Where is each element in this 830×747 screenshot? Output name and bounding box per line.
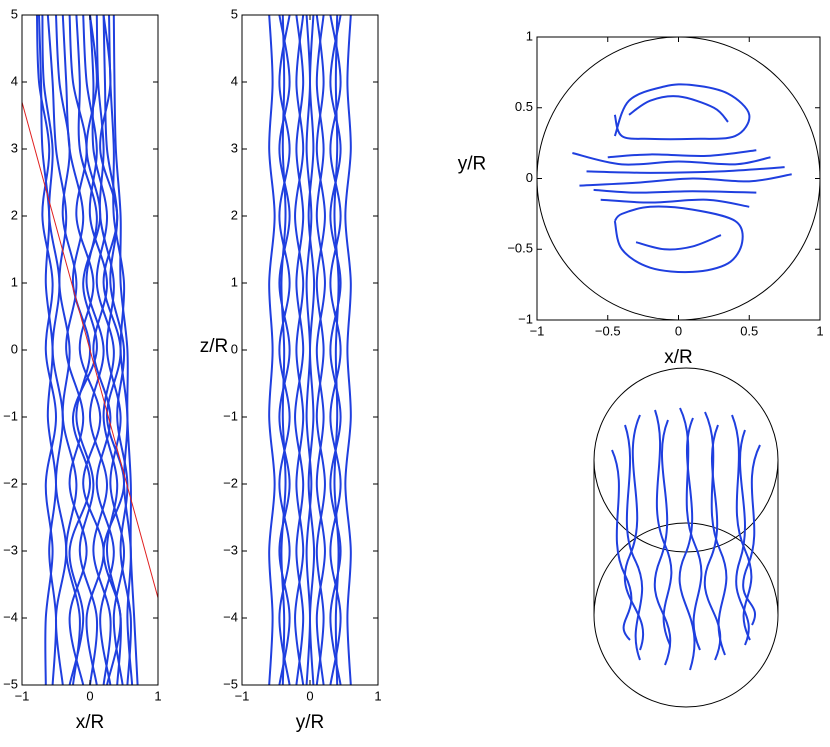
y-tick-label: 5 <box>11 6 18 21</box>
streamline <box>635 234 722 251</box>
streamline <box>75 15 112 685</box>
x-tick-label: 1 <box>154 688 161 703</box>
y-tick-label: 2 <box>11 207 18 222</box>
streamline <box>46 15 81 685</box>
streamline <box>99 15 126 685</box>
y-tick-label: −1 <box>518 311 533 326</box>
streamline <box>294 15 305 685</box>
streamline <box>280 15 287 685</box>
y-tick-label: −4 <box>223 609 238 624</box>
y-tick-label: 1 <box>11 274 18 289</box>
streamline <box>68 15 105 685</box>
y-tick-label: 0.5 <box>515 99 533 114</box>
streamline <box>653 419 672 666</box>
y-tick-label: 1 <box>231 274 238 289</box>
x-tick-label: 0 <box>675 323 682 338</box>
streamline <box>102 15 133 685</box>
streamline <box>329 15 342 685</box>
panel: −1 −0.5 0 0.5 1 −1 −0.5 0 0.5 1 x/R y/R <box>458 28 824 368</box>
streamline <box>623 414 645 651</box>
streamline <box>344 15 352 685</box>
streamline <box>82 15 115 685</box>
y-tick-label: 4 <box>11 73 18 88</box>
streamline <box>112 15 139 685</box>
y-tick-label: 0 <box>231 341 238 356</box>
streamline <box>703 424 722 661</box>
y-tick-label: −1 <box>3 408 18 423</box>
x-tick-label: 0 <box>86 688 93 703</box>
y-tick-label: 3 <box>231 140 238 155</box>
cylinder-streamlines <box>611 407 761 671</box>
streamline <box>35 15 58 685</box>
streamline <box>679 407 703 651</box>
x-tick-label: 1 <box>816 323 823 338</box>
data-lines <box>572 83 792 274</box>
streamline <box>611 449 633 641</box>
y-tick-label: −2 <box>3 475 18 490</box>
streamline <box>307 15 316 685</box>
x-tick-label: −1 <box>235 688 250 703</box>
streamline <box>586 166 785 174</box>
y-tick-label: 3 <box>11 140 18 155</box>
streamline <box>613 205 744 274</box>
y-axis-label: y/R <box>458 154 487 175</box>
panel: −1 0 1 −5 −4 −3 −2 −1 0 1 2 3 4 5 x/R <box>3 6 161 733</box>
streamline <box>572 152 771 166</box>
y-tick-label: 5 <box>231 6 238 21</box>
streamline <box>268 15 276 685</box>
cylinder-view <box>593 367 779 708</box>
x-tick-label: 1 <box>374 688 381 703</box>
data-lines <box>268 15 352 685</box>
streamline <box>315 15 326 685</box>
streamline <box>628 95 729 123</box>
y-tick-label: −4 <box>3 609 18 624</box>
streamline <box>579 173 792 187</box>
y-tick-label: 2 <box>231 207 238 222</box>
x-axis-label: y/R <box>296 712 325 733</box>
y-tick-label: −5 <box>3 676 18 691</box>
y-tick-label: −0.5 <box>507 241 533 256</box>
streamline <box>678 417 696 671</box>
streamline <box>735 429 750 646</box>
y-axis-label: z/R <box>200 336 229 357</box>
streamline <box>593 188 757 194</box>
x-tick-label: 0 <box>306 688 313 703</box>
y-tick-label: −1 <box>223 408 238 423</box>
y-tick-label: −3 <box>223 542 238 557</box>
streamline <box>607 149 757 159</box>
y-tick-label: −5 <box>223 676 238 691</box>
y-tick-label: 0 <box>11 341 18 356</box>
streamline <box>613 83 751 141</box>
y-tick-label: −2 <box>223 475 238 490</box>
x-tick-label: 0.5 <box>740 323 758 338</box>
x-axis-label: x/R <box>664 347 693 368</box>
streamline <box>742 444 761 626</box>
reference-line <box>22 101 158 599</box>
data-lines <box>22 15 158 685</box>
x-axis-label: x/R <box>76 712 105 733</box>
streamline <box>624 424 644 661</box>
streamline <box>89 15 122 685</box>
x-tick-label: −1 <box>530 323 545 338</box>
streamline <box>600 198 750 208</box>
x-tick-label: −0.5 <box>595 323 621 338</box>
y-tick-label: 1 <box>526 28 533 43</box>
y-tick-label: −3 <box>3 542 18 557</box>
streamline <box>315 15 326 685</box>
x-tick-label: −1 <box>15 688 30 703</box>
streamline <box>333 15 340 685</box>
streamline <box>278 15 291 685</box>
top-circle <box>593 367 779 553</box>
streamline <box>41 15 68 685</box>
streamline <box>68 15 102 685</box>
y-tick-label: 4 <box>231 73 238 88</box>
streamline <box>294 15 305 685</box>
panel: −1 0 1 −5 −4 −3 −2 −1 0 1 2 3 4 5 y/R z/R <box>200 6 382 733</box>
y-tick-label: 0 <box>526 170 533 185</box>
